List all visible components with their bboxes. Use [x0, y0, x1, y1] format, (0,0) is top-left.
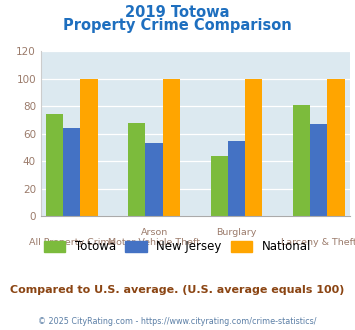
- Text: All Property Crime: All Property Crime: [29, 238, 115, 247]
- Bar: [163, 79, 180, 216]
- Bar: [46, 115, 63, 216]
- Bar: [146, 143, 163, 216]
- Bar: [63, 128, 81, 216]
- Text: Compared to U.S. average. (U.S. average equals 100): Compared to U.S. average. (U.S. average …: [10, 285, 345, 295]
- Bar: [81, 79, 98, 216]
- Text: Larceny & Theft: Larceny & Theft: [281, 238, 355, 247]
- Text: © 2025 CityRating.com - https://www.cityrating.com/crime-statistics/: © 2025 CityRating.com - https://www.city…: [38, 317, 317, 326]
- Text: Arson: Arson: [141, 228, 168, 237]
- Bar: [211, 156, 228, 216]
- Bar: [310, 124, 327, 216]
- Bar: [327, 79, 344, 216]
- Text: Burglary: Burglary: [216, 228, 257, 237]
- Bar: [245, 79, 262, 216]
- Text: 2019 Totowa: 2019 Totowa: [125, 5, 230, 20]
- Legend: Totowa, New Jersey, National: Totowa, New Jersey, National: [39, 236, 316, 258]
- Text: Property Crime Comparison: Property Crime Comparison: [63, 18, 292, 33]
- Text: Motor Vehicle Theft: Motor Vehicle Theft: [108, 238, 200, 247]
- Bar: [228, 141, 245, 216]
- Bar: [128, 123, 146, 216]
- Bar: [293, 105, 310, 216]
